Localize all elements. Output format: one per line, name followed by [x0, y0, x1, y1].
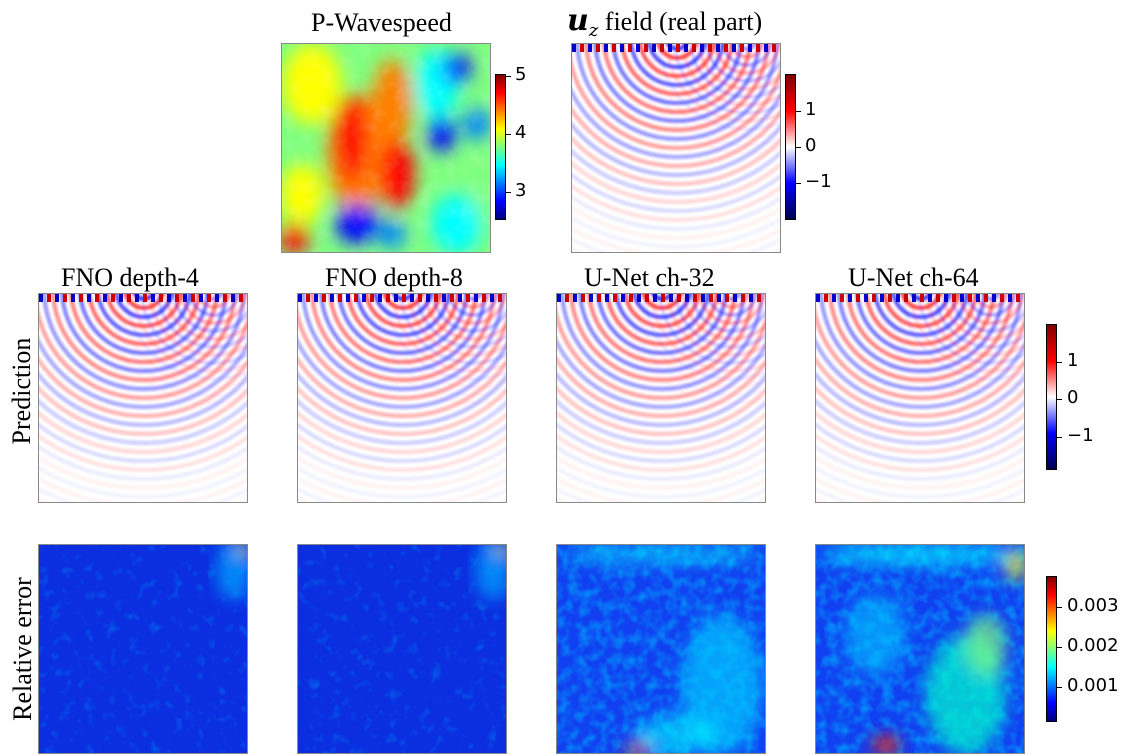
field-title-text: field (real part)	[598, 7, 763, 36]
field-title: uz field (real part)	[567, 6, 762, 40]
error-fno-depth-8	[297, 544, 507, 754]
field-tick-minus1: −1	[805, 171, 832, 192]
column-title-unet-ch-64: U-Net ch-64	[848, 263, 979, 292]
error-unet-ch-64	[815, 544, 1025, 754]
field-tick-0: 0	[805, 135, 817, 156]
field-title-symbol: u	[567, 3, 589, 38]
field-tick-1: 1	[805, 99, 817, 120]
field-title-subscript: z	[588, 20, 599, 42]
column-title-fno-depth-4: FNO depth-4	[61, 263, 199, 292]
prediction-tick-1: 1	[1067, 350, 1079, 371]
wavespeed-tick-3: 3	[515, 180, 527, 201]
error-tick-0.001: 0.001	[1067, 675, 1119, 696]
error-tick-0.003: 0.003	[1067, 595, 1119, 616]
column-title-unet-ch-32: U-Net ch-32	[584, 263, 715, 292]
prediction-tick-0: 0	[1067, 387, 1079, 408]
field-heatmap	[571, 43, 781, 253]
prediction-colorbar	[1046, 324, 1057, 470]
prediction-fno-depth-8	[297, 293, 507, 503]
error-colorbar	[1046, 576, 1057, 722]
wavespeed-tick-5: 5	[515, 64, 527, 85]
error-tick-0.002: 0.002	[1067, 635, 1119, 656]
wavespeed-colorbar	[495, 74, 506, 220]
wavespeed-heatmap	[281, 43, 491, 253]
prediction-unet-ch-32	[556, 293, 766, 503]
prediction-tick-minus1: −1	[1067, 425, 1094, 446]
error-fno-depth-4	[38, 544, 248, 754]
prediction-fno-depth-4	[38, 293, 248, 503]
error-unet-ch-32	[556, 544, 766, 754]
wavespeed-title: P-Wavespeed	[311, 8, 452, 37]
field-colorbar	[785, 74, 796, 220]
row-label-prediction: Prediction	[7, 337, 36, 445]
row-label-relative-error: Relative error	[8, 577, 37, 721]
prediction-unet-ch-64	[815, 293, 1025, 503]
wavespeed-tick-4: 4	[515, 122, 527, 143]
column-title-fno-depth-8: FNO depth-8	[325, 263, 463, 292]
